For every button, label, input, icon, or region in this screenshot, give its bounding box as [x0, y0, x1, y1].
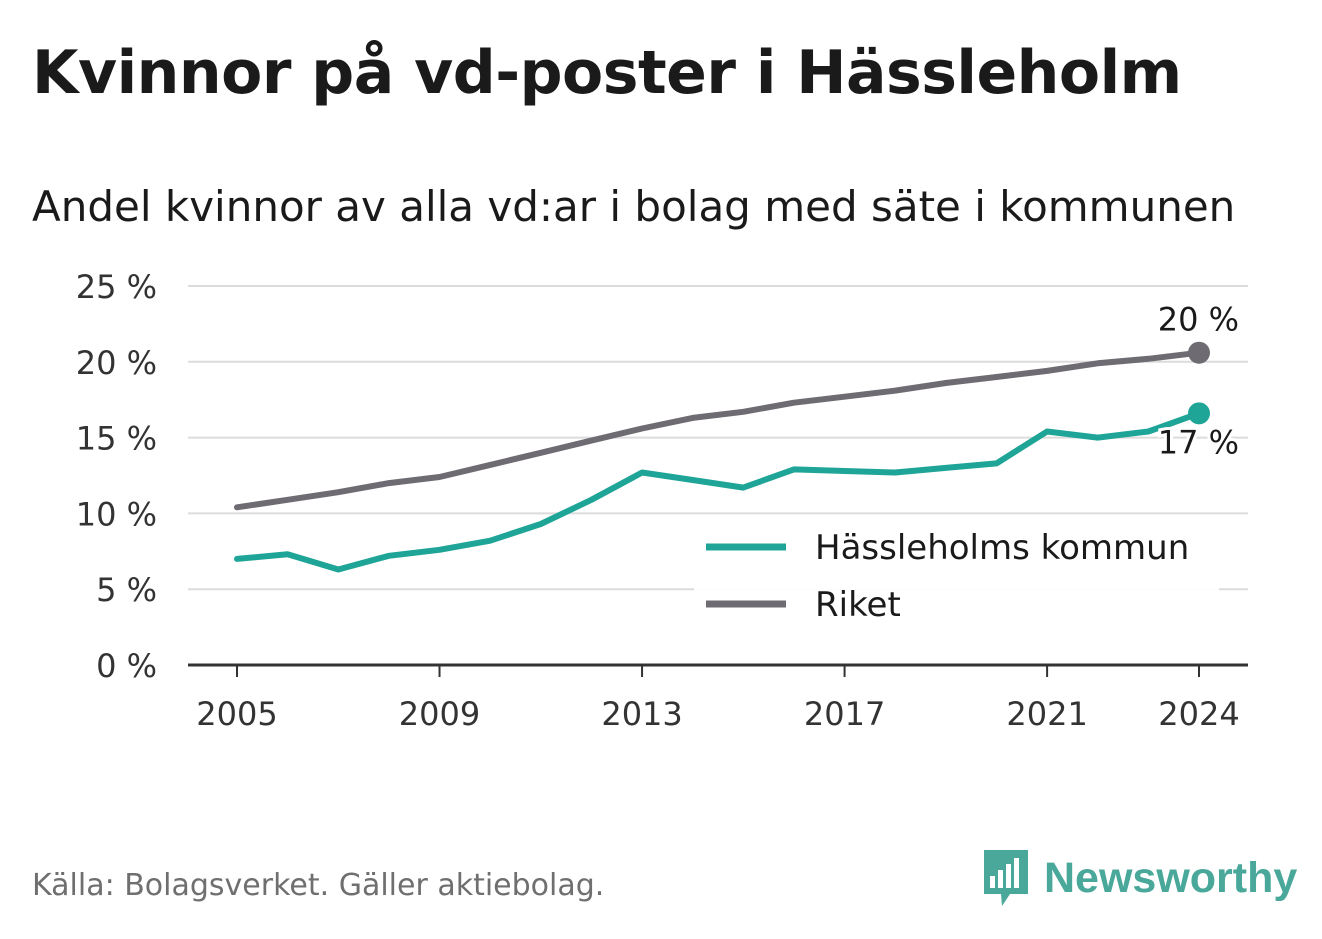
legend-background — [694, 515, 1219, 630]
y-axis-tick-labels: 0 % 5 % 10 % 15 % 20 % 25 % — [76, 268, 157, 685]
source-note: Källa: Bolagsverket. Gäller aktiebolag. — [32, 868, 605, 903]
y-tick-label: 0 % — [96, 647, 157, 685]
brand-name: Newsworthy — [1044, 853, 1298, 902]
x-tick-label: 2021 — [1006, 695, 1087, 733]
end-label-hassleholm: 17 % — [1158, 423, 1239, 461]
y-tick-label: 5 % — [96, 571, 157, 609]
y-tick-label: 25 % — [76, 268, 157, 306]
legend: Hässleholms kommun Riket — [694, 515, 1219, 630]
x-tick-label: 2013 — [601, 695, 682, 733]
end-marker-hassleholm — [1188, 402, 1210, 425]
end-marker-riket — [1188, 341, 1210, 364]
chart-title: Kvinnor på vd-poster i Hässleholm — [32, 38, 1182, 108]
x-tick-label: 2017 — [804, 695, 885, 733]
x-tick-label: 2009 — [399, 695, 480, 733]
legend-label-hassleholm: Hässleholms kommun — [815, 528, 1189, 568]
end-value-labels: 20 % 17 % — [1155, 298, 1242, 465]
y-tick-label: 15 % — [76, 420, 157, 458]
x-tick-label: 2005 — [196, 695, 277, 733]
series-line-hassleholm — [234, 410, 1202, 573]
y-tick-label: 10 % — [76, 495, 157, 533]
legend-label-riket: Riket — [815, 585, 901, 625]
brand-logo[interactable]: Newsworthy — [980, 846, 1297, 910]
x-tick-label: 2024 — [1158, 695, 1239, 733]
x-axis: 2005 2009 2013 2017 2021 2024 — [188, 663, 1248, 733]
newsworthy-chart-bubble-icon — [984, 850, 1028, 906]
series-lines — [234, 341, 1210, 573]
end-label-riket: 20 % — [1158, 301, 1239, 339]
y-tick-label: 20 % — [76, 344, 157, 382]
series-line-riket — [234, 349, 1202, 511]
chart-subtitle: Andel kvinnor av alla vd:ar i bolag med … — [32, 182, 1236, 231]
